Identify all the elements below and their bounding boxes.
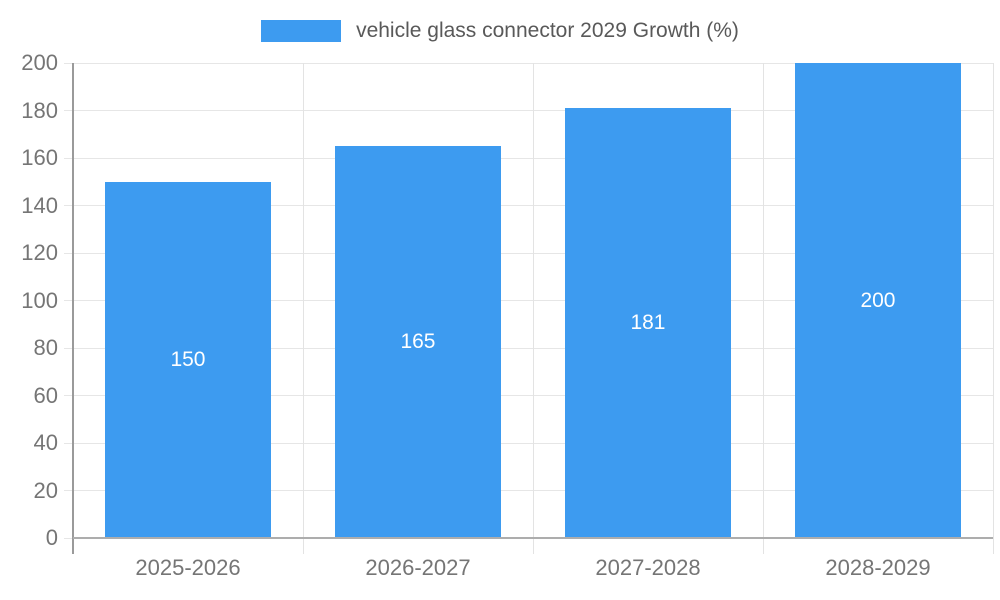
x-tick-label: 2028-2029	[825, 555, 931, 580]
gridline-vertical	[302, 63, 304, 554]
y-tick-label: 40	[33, 430, 58, 455]
x-tick-label: 2026-2027	[365, 555, 471, 580]
y-tick-mark	[64, 442, 73, 444]
y-tick-label: 140	[21, 192, 58, 218]
y-tick-label: 160	[21, 145, 58, 170]
y-tick-mark	[64, 300, 73, 301]
y-tick-mark	[64, 110, 73, 111]
y-tick-mark	[64, 157, 73, 159]
bar-value-label: 150	[170, 347, 206, 371]
bar: 181	[565, 108, 731, 538]
legend: vehicle glass connector 2029 Growth (%)	[0, 16, 1000, 46]
x-tick-label: 2025-2026	[135, 555, 241, 580]
bar-value-label: 181	[630, 311, 666, 335]
x-axis-line	[73, 537, 993, 539]
y-tick-label: 20	[33, 477, 58, 503]
y-tick-mark	[64, 395, 73, 396]
y-tick-mark	[64, 205, 73, 206]
y-tick-label: 200	[21, 50, 58, 75]
y-tick-label: 120	[21, 240, 58, 265]
plot-area: 150 165 181 200	[73, 62, 993, 538]
gridline-vertical	[992, 63, 994, 554]
gridline-vertical	[762, 63, 764, 554]
y-axis-line	[72, 63, 74, 554]
bar-value-label: 200	[860, 288, 896, 312]
x-tick-label: 2027-2028	[595, 555, 701, 580]
bar-value-label: 165	[400, 330, 436, 354]
y-tick-mark	[64, 347, 73, 349]
legend-label: vehicle glass connector 2029 Growth (%)	[356, 19, 739, 42]
y-tick-mark	[64, 537, 73, 539]
bar: 165	[335, 146, 501, 538]
y-tick-label: 180	[21, 97, 58, 123]
y-tick-mark	[64, 62, 73, 64]
y-tick-label: 100	[21, 287, 58, 313]
y-tick-label: 60	[33, 382, 58, 408]
gridline-vertical	[532, 63, 534, 554]
y-tick-label: 80	[33, 335, 58, 360]
y-tick-label: 0	[45, 525, 58, 550]
bar: 150	[105, 181, 271, 538]
y-tick-mark	[64, 490, 73, 491]
y-tick-mark	[64, 252, 73, 254]
legend-swatch	[261, 20, 342, 42]
bar: 200	[795, 63, 961, 538]
